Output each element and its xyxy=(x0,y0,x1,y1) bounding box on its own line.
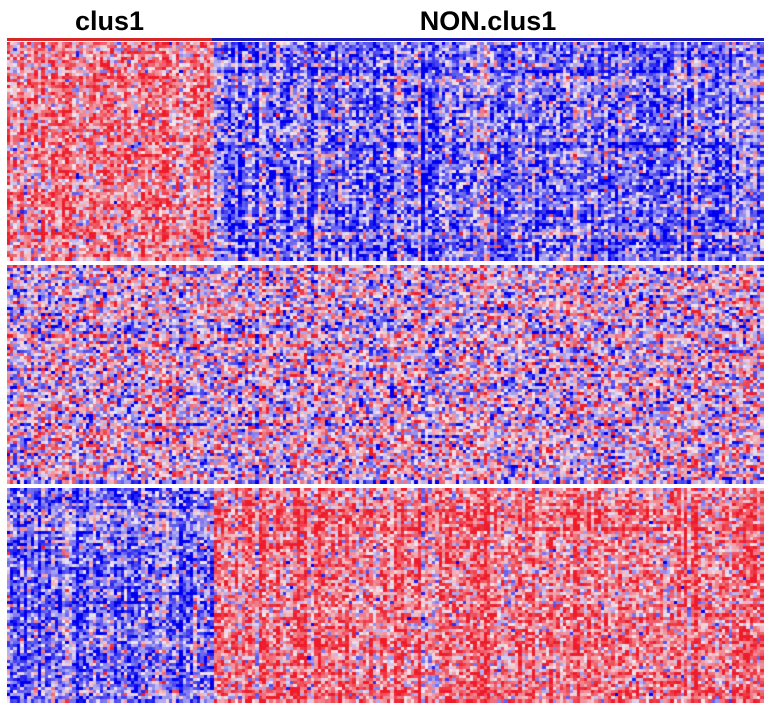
heatmap-block-3-cells xyxy=(7,488,764,703)
group-bar-clus1 xyxy=(7,38,212,41)
heatmap-block-2 xyxy=(7,265,764,484)
group-label-non-clus1: NON.clus1 xyxy=(419,6,557,36)
group-bar-non-clus1 xyxy=(212,38,764,41)
heatmap-block-1 xyxy=(7,42,764,261)
heatmap-block-2-cells xyxy=(7,265,764,484)
heatmap-block-3 xyxy=(7,488,764,703)
heatmap-block-1-cells xyxy=(7,42,764,261)
group-label-clus1: clus1 xyxy=(74,6,145,36)
